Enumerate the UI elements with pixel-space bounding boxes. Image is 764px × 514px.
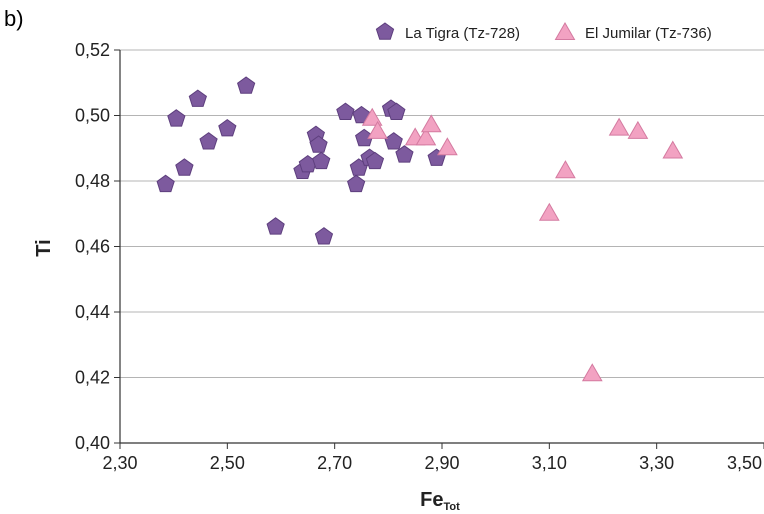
el-jumilar-point: [420, 114, 442, 133]
la-tigra-point: [336, 102, 355, 120]
el-jumilar-point: [415, 127, 437, 146]
la-tigra-point: [352, 105, 371, 124]
y-tick-label: 0,52: [75, 40, 110, 60]
x-tick-label: 2,30: [102, 453, 137, 473]
y-axis-title: Ti: [33, 239, 55, 256]
la-tigra-point: [312, 151, 331, 170]
la-tigra-point: [266, 217, 285, 235]
data-points: [156, 76, 684, 382]
x-axis-title: FeTot: [420, 489, 460, 513]
y-tick-label: 0,48: [75, 171, 110, 191]
legend-label-el-jumilar: El Jumilar (Tz-736): [585, 25, 712, 42]
la-tigra-point: [347, 174, 366, 193]
x-tick-label: 2,70: [317, 453, 352, 473]
el-jumilar-point: [538, 202, 560, 221]
el-jumilar-point: [555, 160, 576, 179]
la-tigra-point: [309, 135, 328, 153]
y-tick-label: 0,50: [75, 106, 110, 126]
y-tick-label: 0,46: [75, 237, 110, 257]
legend-marker-el-jumilar: [554, 21, 576, 40]
el-jumilar-point: [581, 363, 603, 382]
la-tigra-point: [237, 76, 256, 94]
la-tigra-point: [365, 151, 385, 170]
x-tick-label: 2,90: [424, 453, 459, 473]
el-jumilar-point: [437, 137, 458, 156]
legend: La Tigra (Tz-728) El Jumilar (Tz-736): [375, 21, 712, 42]
la-tigra-point: [188, 89, 207, 107]
la-tigra-point: [199, 132, 218, 150]
el-jumilar-point: [627, 120, 649, 139]
x-tick-label: 3,50: [727, 453, 762, 473]
legend-label-la-tigra: La Tigra (Tz-728): [405, 25, 520, 42]
y-tick-label: 0,40: [75, 433, 110, 453]
la-tigra-point: [395, 145, 414, 163]
la-tigra-point: [387, 102, 406, 120]
legend-marker-la-tigra: [375, 22, 395, 40]
x-tick-label: 3,10: [532, 453, 567, 473]
y-tick-label: 0,44: [75, 302, 110, 322]
el-jumilar-point: [662, 140, 684, 159]
el-jumilar-point: [367, 120, 388, 139]
la-tigra-point: [384, 132, 403, 150]
la-tigra-point: [314, 227, 334, 245]
x-axis-title-subscript: Tot: [444, 501, 461, 513]
grid-lines: [120, 49, 764, 378]
la-tigra-point: [156, 174, 175, 193]
la-tigra-point: [175, 158, 194, 176]
x-axis-title-main: Fe: [420, 489, 443, 511]
el-jumilar-point: [608, 117, 630, 136]
x-tick-label: 3,30: [639, 453, 674, 473]
y-tick-label: 0,42: [75, 368, 110, 388]
tick-labels: 0,40 0,42 0,44 0,46 0,48 0,50 0,52 2,30 2,50 2,70…: [75, 40, 764, 473]
el-jumilar-point: [361, 107, 383, 126]
x-tick-label: 2,50: [210, 453, 245, 473]
la-tigra-point: [167, 109, 186, 127]
la-tigra-point: [218, 118, 237, 137]
panel-label: b): [4, 6, 24, 31]
